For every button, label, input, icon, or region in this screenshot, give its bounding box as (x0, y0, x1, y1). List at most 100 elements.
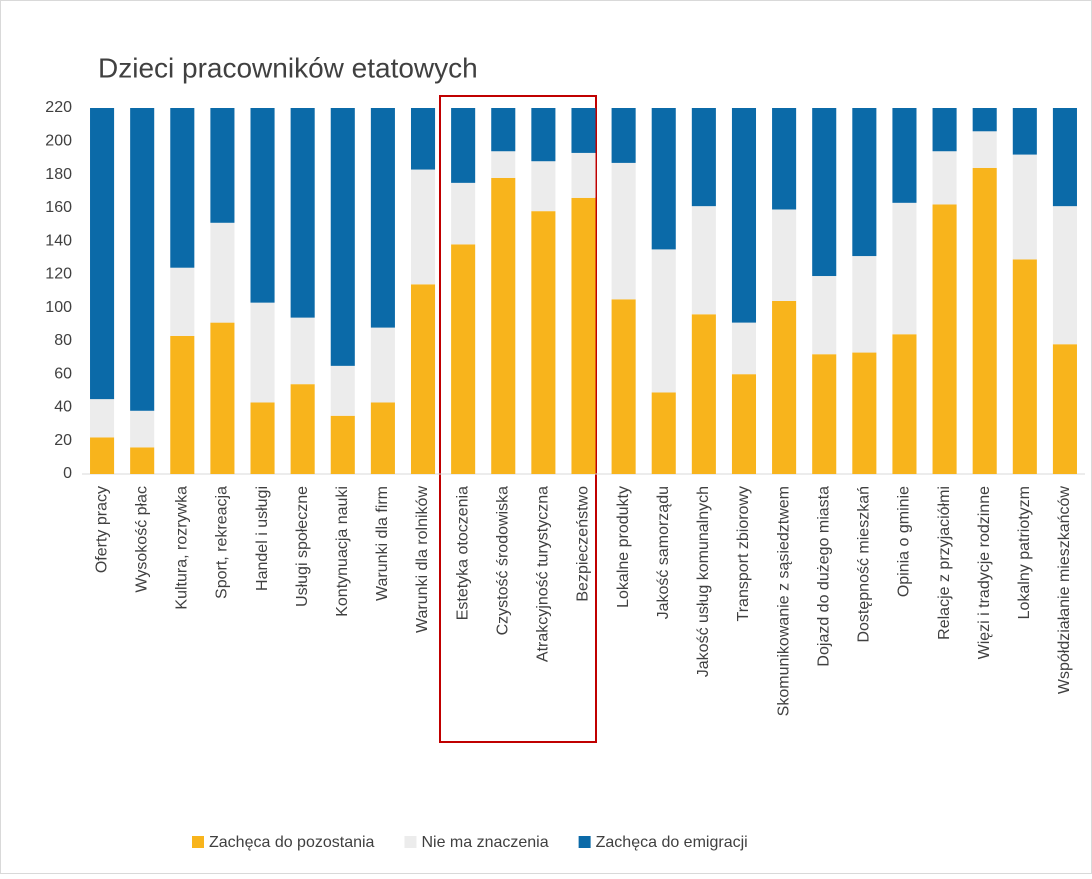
bar-segment (1012, 154, 1037, 260)
bar-segment (731, 108, 757, 323)
x-tick-label: Jakość samorządu (655, 486, 672, 619)
bar-segment (932, 204, 957, 474)
bar-segment (972, 167, 997, 474)
y-tick-label: 120 (45, 266, 72, 283)
bar-segment (571, 108, 596, 153)
bar-segment (651, 249, 676, 393)
x-tick-label: Opinia o gminie (896, 486, 913, 597)
x-tick-label: Transport zbiorowy (735, 486, 752, 621)
x-tick-label: Więzi i tradycje rodzinne (976, 486, 993, 660)
bar-segment (571, 197, 596, 474)
x-tick-label: Lokalny patriotyzm (1016, 486, 1033, 619)
bar-segment (571, 152, 596, 198)
y-tick-label: 180 (45, 166, 72, 183)
bar-segment (691, 314, 716, 474)
bar-segment (210, 108, 235, 223)
bar-segment (130, 410, 155, 448)
legend-label: Zachęca do emigracji (596, 834, 748, 851)
bar-segment (812, 276, 837, 355)
x-tick-label: Wysokość płac (133, 486, 150, 593)
legend-swatch (578, 836, 591, 848)
y-tick-label: 40 (54, 399, 72, 416)
bar-segment (852, 352, 877, 474)
legend-swatch (192, 836, 204, 848)
bar-segment (691, 108, 716, 207)
bar-segment (130, 447, 155, 474)
x-tick-label: Bezpieczeństwo (575, 486, 592, 602)
highlight-box (439, 95, 597, 743)
bar-segment (451, 182, 476, 245)
bar-segment (290, 108, 315, 318)
y-tick-label: 0 (63, 465, 72, 482)
bar-segment (932, 151, 957, 205)
x-tick-label: Warunki dla firm (374, 486, 391, 601)
bar-segment (531, 211, 556, 475)
bar-segment (250, 108, 275, 303)
bar-segment (731, 322, 757, 375)
bar-segment (250, 302, 275, 403)
x-tick-label: Skomunikowanie z sąsiedztwem (775, 486, 792, 716)
bar-segment (972, 108, 997, 132)
bar-segment (932, 108, 957, 152)
x-tick-label: Jakość usług komunalnych (695, 486, 712, 677)
bar-segment (90, 437, 115, 474)
x-tick-label: Oferty pracy (93, 486, 110, 573)
x-tick-label: Estetyka otoczenia (454, 486, 471, 620)
bar-segment (1052, 206, 1077, 345)
bar-segment (892, 334, 917, 474)
bar-segment (892, 108, 917, 203)
bar-segment (491, 177, 516, 474)
bar-segment (330, 108, 355, 366)
legend-label: Nie ma znaczenia (421, 834, 548, 851)
bar-segment (972, 131, 997, 168)
bar-segment (210, 222, 235, 323)
bar-segment (1052, 344, 1077, 474)
bar-segment (812, 108, 837, 277)
y-tick-label: 20 (54, 432, 72, 449)
bar-segment (330, 365, 355, 416)
bar-segment (170, 108, 195, 268)
bar-segment (731, 374, 757, 474)
bar-segment (330, 415, 355, 474)
bar-segment (210, 322, 235, 474)
bar-segment (370, 108, 395, 328)
x-tick-label: Sport, rekreacja (214, 486, 231, 599)
bar-segment (170, 267, 195, 336)
y-tick-label: 60 (54, 365, 72, 382)
bar-segment (611, 108, 636, 163)
y-tick-label: 220 (45, 99, 72, 116)
bar-segment (410, 284, 436, 474)
bar-segment (852, 108, 877, 257)
bar-segment (531, 161, 556, 212)
legend-swatch (404, 836, 417, 848)
y-tick-label: 80 (54, 332, 72, 349)
bar-segment (410, 108, 436, 170)
bar-segment (90, 399, 115, 438)
bar-segment (410, 169, 436, 285)
bar-segment (370, 327, 395, 403)
x-tick-label: Atrakcyjność turystyczna (535, 486, 552, 662)
bar-segment (1012, 259, 1037, 474)
bar-segment (772, 108, 797, 210)
x-tick-label: Warunki dla rolników (414, 486, 431, 633)
bar-segment (772, 300, 797, 474)
bar-segment (691, 206, 716, 315)
bar-segment (290, 384, 315, 474)
y-tick-label: 140 (45, 232, 72, 249)
x-tick-label: Kontynuacja nauki (334, 486, 351, 617)
bar-segment (812, 354, 837, 474)
bar-segment (90, 108, 115, 400)
bar-segment (852, 256, 877, 353)
bar-segment (250, 402, 275, 474)
x-tick-label: Dojazd do dużego miasta (815, 486, 832, 667)
bar-segment (1012, 108, 1037, 155)
bar-segment (130, 108, 155, 411)
bar-segment (1052, 108, 1077, 207)
x-tick-label: Usługi społeczne (294, 486, 311, 607)
bar-segment (451, 244, 476, 474)
bar-segment (370, 402, 395, 474)
bar-segment (892, 202, 917, 335)
chart-title: Dzieci pracowników etatowych (98, 52, 478, 83)
bar-segment (491, 151, 516, 178)
